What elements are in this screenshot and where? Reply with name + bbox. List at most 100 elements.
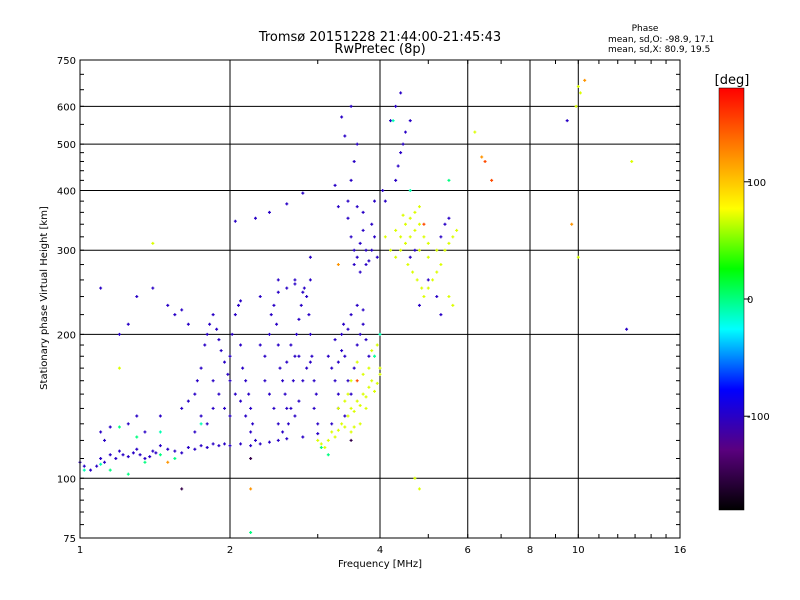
data-point (310, 354, 314, 358)
x-tick-label: 1 (77, 545, 83, 556)
data-point (121, 453, 125, 457)
data-point (217, 338, 221, 342)
colorbar (718, 87, 745, 511)
data-point (373, 389, 377, 393)
data-point (352, 425, 356, 429)
data-point (228, 414, 232, 418)
data-point (193, 392, 197, 396)
data-point (285, 360, 289, 364)
data-point (346, 327, 350, 331)
data-point (135, 414, 139, 418)
data-point (305, 366, 309, 370)
data-point (565, 119, 569, 123)
data-point (435, 270, 439, 274)
data-point (340, 349, 344, 353)
data-point (355, 142, 359, 146)
colorbar-ticks: 100 0 -100 (744, 178, 770, 423)
data-point (576, 85, 580, 89)
chart-subtitle: RwPretec (8p) (334, 42, 425, 57)
data-point (217, 392, 221, 396)
data-point (346, 379, 350, 383)
y-tick-label: 75 (63, 534, 76, 545)
data-point (219, 349, 223, 353)
data-point (228, 444, 232, 448)
data-point (205, 332, 209, 336)
data-point (413, 210, 417, 214)
data-point (95, 464, 99, 468)
data-point (208, 322, 212, 326)
data-point (199, 414, 203, 418)
data-point (276, 422, 280, 426)
data-point (278, 366, 282, 370)
data-point (253, 216, 257, 220)
data-point (193, 447, 197, 451)
data-point (364, 248, 368, 252)
data-point (355, 399, 359, 403)
y-tick-label: 300 (57, 246, 76, 257)
data-point (326, 354, 330, 358)
data-point (258, 442, 262, 446)
data-point (399, 91, 403, 95)
data-point (352, 159, 356, 163)
data-point (343, 414, 347, 418)
data-point (295, 332, 299, 336)
data-point (346, 199, 350, 203)
data-point (126, 322, 130, 326)
data-point (276, 438, 280, 442)
data-point (336, 406, 340, 410)
data-point (276, 278, 280, 282)
data-point (89, 468, 93, 472)
data-point (293, 278, 297, 282)
data-point (358, 241, 362, 245)
x-axis-label: Frequency [MHz] (338, 559, 422, 570)
data-point (173, 456, 177, 460)
data-point (483, 159, 487, 163)
data-point (439, 263, 443, 267)
data-point (413, 228, 417, 232)
data-point (394, 104, 398, 108)
data-point (267, 210, 271, 214)
data-point (108, 468, 112, 472)
y-tick-label: 600 (57, 102, 76, 113)
data-point (399, 151, 403, 155)
data-point (426, 286, 430, 290)
data-point (297, 399, 301, 403)
data-point (336, 263, 340, 267)
data-point (355, 205, 359, 209)
data-point (138, 453, 142, 457)
data-point (346, 216, 350, 220)
data-point (333, 435, 337, 439)
data-point (352, 366, 356, 370)
data-point (239, 299, 243, 303)
data-point (82, 468, 86, 472)
data-point (349, 430, 353, 434)
colorbar-tick-label: 100 (747, 178, 766, 189)
data-point (249, 406, 253, 410)
data-point (417, 487, 421, 491)
data-point (408, 119, 412, 123)
data-point (272, 303, 276, 307)
data-point (316, 438, 320, 442)
data-point (349, 392, 353, 396)
data-point (326, 453, 330, 457)
data-point (346, 414, 350, 418)
data-point (316, 422, 320, 426)
data-point (211, 442, 215, 446)
data-point (173, 313, 177, 317)
data-point (228, 354, 232, 358)
data-point (244, 414, 248, 418)
data-point (228, 379, 232, 383)
data-point (422, 295, 426, 299)
data-point (411, 270, 415, 274)
data-point (117, 332, 121, 336)
data-point (186, 322, 190, 326)
data-point (394, 178, 398, 182)
data-point (249, 456, 253, 460)
data-point (316, 432, 320, 436)
data-point (99, 430, 103, 434)
data-point (443, 222, 447, 226)
data-point (375, 381, 379, 385)
data-point (291, 379, 295, 383)
data-point (211, 313, 215, 317)
colorbar-tick-label: 0 (747, 295, 753, 306)
